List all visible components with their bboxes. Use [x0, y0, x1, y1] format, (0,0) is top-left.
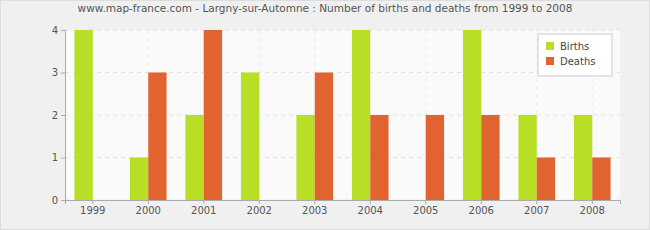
tick-mark	[370, 200, 371, 204]
tick-mark	[425, 200, 426, 204]
axis-line	[61, 31, 66, 201]
tick-mark	[314, 200, 315, 204]
tick: 2003	[302, 200, 327, 216]
background	[1, 1, 650, 230]
bar	[315, 73, 333, 201]
tick: 2000	[136, 200, 161, 216]
legend-label: Births	[560, 41, 589, 52]
tick: 2004	[358, 200, 383, 216]
tick-mark	[92, 200, 93, 204]
tick-mark	[481, 200, 482, 204]
bar	[407, 200, 425, 201]
tick: 2001	[191, 200, 216, 216]
legend-swatch	[546, 42, 554, 50]
tick-mark	[203, 200, 204, 204]
tick-label: 3	[52, 67, 58, 78]
bar	[518, 115, 536, 200]
tick-mark	[61, 158, 65, 159]
bar	[370, 115, 388, 200]
tick: 2	[52, 110, 65, 121]
tick-label: 2001	[191, 205, 216, 216]
bar	[352, 30, 370, 200]
tick: 2005	[413, 200, 438, 216]
bar	[426, 115, 444, 200]
tick-label: 2003	[302, 205, 327, 216]
bar	[592, 158, 610, 201]
tick: 2006	[469, 200, 494, 216]
tick-label: 2008	[580, 205, 605, 216]
legend-swatch	[546, 57, 554, 65]
bar	[259, 200, 277, 201]
bar	[537, 158, 555, 201]
chart: www.map-france.com - Largny-sur-Automne …	[0, 0, 650, 230]
tick: 1999	[80, 200, 105, 216]
plot-area	[65, 30, 620, 200]
bar	[481, 115, 499, 200]
tick: 2002	[247, 200, 272, 216]
bar	[296, 115, 314, 200]
tick-label: 4	[52, 25, 58, 36]
tick-mark	[592, 200, 593, 204]
tick-label: 2000	[136, 205, 161, 216]
bar	[574, 115, 592, 200]
tick: 2008	[580, 200, 605, 216]
bar	[241, 73, 259, 201]
bar	[130, 158, 148, 201]
tick: 0	[52, 195, 65, 206]
tick-label: 0	[52, 195, 58, 206]
tick-mark	[61, 73, 65, 74]
tick-label: 2006	[469, 205, 494, 216]
plot: 0 1 2 3 4 1999 2000 2001 2002 2003 2004 2005 2006 200…	[52, 25, 621, 216]
tick: 1	[52, 152, 65, 163]
bar	[185, 115, 203, 200]
tick-label: 2	[52, 110, 58, 121]
tick-mark	[61, 200, 65, 201]
x-axis: 1999 2000 2001 2002 2003 2004 2005 2006 2007 2008	[66, 200, 621, 216]
bars	[74, 30, 610, 200]
tick-mark	[61, 30, 65, 31]
tick-label: 1999	[80, 205, 105, 216]
bar	[204, 30, 222, 200]
bar	[148, 73, 166, 201]
tick-label: 2005	[413, 205, 438, 216]
legend-box	[538, 34, 612, 76]
tick-mark	[148, 200, 149, 204]
tick-label: 2002	[247, 205, 272, 216]
tick-label: 1	[52, 152, 58, 163]
y-axis: 0 1 2 3 4	[52, 25, 66, 206]
tick-mark	[61, 115, 65, 116]
bar	[74, 30, 92, 200]
tick: 3	[52, 67, 65, 78]
title: www.map-france.com - Largny-sur-Automne …	[78, 2, 573, 14]
tick: 2007	[524, 200, 549, 216]
tick-mark	[259, 200, 260, 204]
bar	[93, 200, 111, 201]
tick-label: 2007	[524, 205, 549, 216]
tick-mark	[536, 200, 537, 204]
tick: 4	[52, 25, 65, 36]
legend: Births Deaths	[538, 34, 612, 76]
bar	[463, 30, 481, 200]
legend-label: Deaths	[560, 56, 595, 67]
axis-line	[66, 201, 621, 205]
tick-label: 2004	[358, 205, 383, 216]
